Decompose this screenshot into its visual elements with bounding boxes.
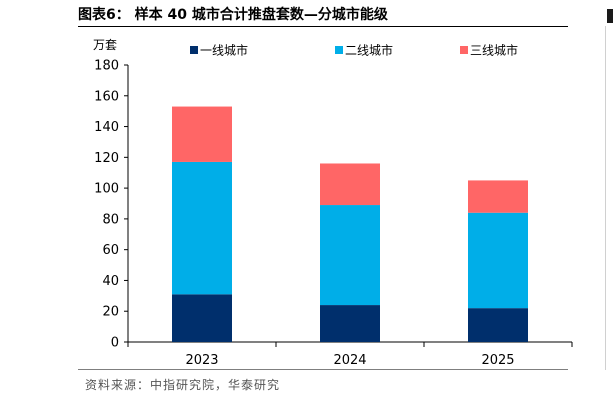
y-tick-label: 140 xyxy=(94,120,119,135)
y-tick-label: 120 xyxy=(94,151,119,166)
legend-label-tier2: 二线城市 xyxy=(345,43,393,58)
bar-segment-tier2 xyxy=(468,212,528,309)
y-axis-unit-label: 万套 xyxy=(93,38,117,52)
y-tick-label: 100 xyxy=(94,182,119,197)
y-tick-label: 60 xyxy=(102,243,119,258)
legend-label-tier1: 一线城市 xyxy=(200,43,248,58)
x-tick-label: 2024 xyxy=(333,353,366,368)
adjacent-panel-marker xyxy=(607,9,613,23)
bar-segment-tier3 xyxy=(468,180,528,213)
x-axis: 2023 2024 2025 xyxy=(127,341,573,368)
bar-segment-tier1 xyxy=(468,308,528,342)
x-tick-label: 2023 xyxy=(185,353,218,368)
adjacent-panel-edge xyxy=(605,0,616,402)
x-tick-label: 2025 xyxy=(481,353,514,368)
y-tick-label: 20 xyxy=(102,305,119,320)
bar-segment-tier3 xyxy=(320,163,380,206)
bar-segment-tier3 xyxy=(172,106,232,162)
chart-title: 图表6： 样本 40 城市合计推盘套数—分城市能级 xyxy=(78,7,388,23)
legend-label-tier3: 三线城市 xyxy=(470,43,518,58)
bar-segment-tier2 xyxy=(320,205,380,306)
y-tick-label: 180 xyxy=(94,59,119,74)
legend: 一线城市 二线城市 三线城市 xyxy=(190,43,518,58)
legend-swatch-tier1 xyxy=(190,46,198,54)
source-note: 资料来源：中指研究院，华泰研究 xyxy=(85,378,281,392)
adjacent-panel-rule xyxy=(605,26,606,370)
title-divider xyxy=(78,26,568,27)
y-tick-label: 40 xyxy=(102,274,119,289)
bar-segment-tier1 xyxy=(172,294,232,342)
legend-swatch-tier3 xyxy=(460,46,468,54)
y-tick-label: 0 xyxy=(111,336,119,351)
source-divider xyxy=(78,369,568,370)
bar-segment-tier1 xyxy=(320,305,380,342)
y-tick-label: 80 xyxy=(102,212,119,227)
bar-segment-tier2 xyxy=(172,161,232,295)
legend-swatch-tier2 xyxy=(335,46,343,54)
bars xyxy=(172,106,528,342)
y-tick-label: 160 xyxy=(94,89,119,104)
y-axis: 0 20 40 60 80 100 120 140 160 180 xyxy=(94,59,129,351)
